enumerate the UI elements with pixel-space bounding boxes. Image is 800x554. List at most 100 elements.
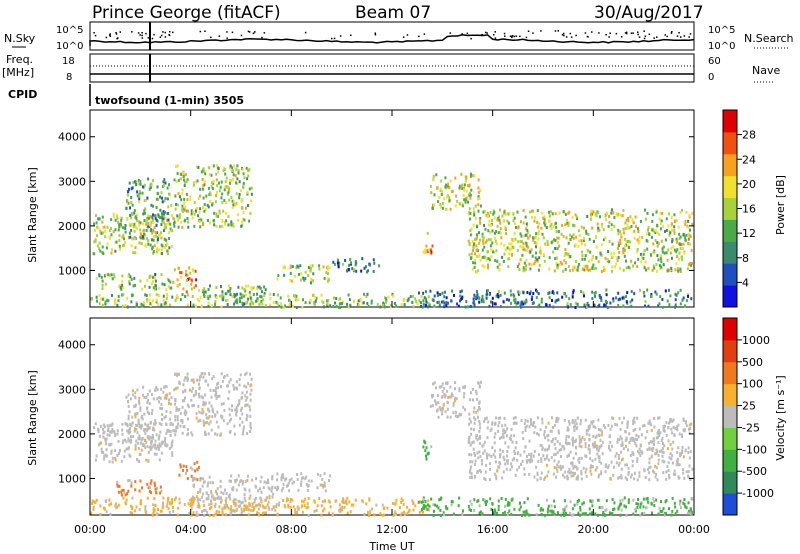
- scatter-cell: [430, 445, 433, 449]
- scatter-cell: [432, 503, 435, 507]
- scatter-cell: [221, 512, 224, 516]
- scatter-cell: [259, 480, 262, 484]
- scatter-cell: [676, 254, 679, 258]
- scatter-cell: [138, 434, 141, 438]
- scatter-cell: [555, 262, 558, 266]
- scatter-cell: [114, 240, 117, 244]
- scatter-cell: [566, 454, 569, 458]
- scatter-cell: [259, 487, 261, 491]
- scatter-cell: [535, 465, 538, 469]
- scatter-cell: [624, 244, 626, 248]
- scatter-cell: [574, 301, 577, 305]
- scatter-cell: [148, 486, 151, 489]
- scatter-cell: [115, 502, 118, 506]
- scatter-cell: [556, 419, 559, 423]
- scatter-cell: [609, 440, 612, 444]
- scatter-cell: [499, 231, 502, 235]
- scatter-cell: [606, 306, 609, 310]
- scatter-cell: [498, 218, 501, 222]
- scatter-cell: [415, 300, 418, 304]
- scatter-cell: [243, 493, 246, 496]
- scatter-cell: [263, 292, 266, 295]
- scatter-cell: [478, 441, 481, 445]
- scatter-cell: [478, 400, 481, 404]
- scatter-cell: [451, 500, 454, 504]
- scatter-cell: [162, 217, 165, 221]
- scatter-cell: [630, 304, 633, 308]
- scatter-cell: [506, 503, 509, 507]
- scatter-cell: [564, 506, 567, 510]
- scatter-cell: [556, 263, 559, 267]
- scatter-cell: [220, 402, 223, 406]
- scatter-cell: [250, 426, 252, 430]
- scatter-cell: [426, 305, 429, 309]
- scatter-cell: [569, 500, 572, 504]
- scatter-cell: [154, 439, 157, 443]
- scatter-cell: [632, 419, 635, 423]
- scatter-cell: [236, 301, 239, 305]
- scatter-cell: [502, 435, 505, 439]
- scatter-cell: [495, 249, 498, 253]
- scatter-cell: [120, 287, 123, 291]
- scatter-cell: [139, 479, 142, 483]
- scatter-cell: [541, 447, 544, 451]
- scatter-cell: [214, 497, 217, 501]
- scatter-cell: [188, 276, 191, 280]
- scatter-cell: [522, 221, 525, 225]
- scatter-cell: [477, 190, 480, 194]
- nsky-label: N.Sky: [4, 32, 36, 45]
- scatter-cell: [105, 454, 108, 458]
- scatter-cell: [328, 266, 331, 270]
- scatter-cell: [113, 275, 116, 279]
- scatter-cell: [425, 454, 428, 458]
- scatter-cell: [467, 212, 470, 216]
- scatter-cell: [639, 454, 642, 457]
- scatter-cell: [228, 187, 231, 191]
- scatter-cell: [263, 511, 266, 515]
- scatter-cell: [526, 224, 529, 228]
- scatter-cell: [170, 286, 173, 290]
- scatter-cell: [646, 247, 649, 251]
- scatter-cell: [268, 496, 271, 500]
- scatter-cell: [686, 267, 689, 271]
- scatter-cell: [167, 428, 170, 432]
- scatter-cell: [147, 459, 150, 462]
- scatter-cell: [626, 463, 628, 467]
- scatter-cell: [347, 305, 350, 309]
- scatter-cell: [157, 215, 160, 218]
- scatter-cell: [623, 231, 625, 235]
- scatter-cell: [344, 259, 347, 262]
- scatter-cell: [505, 232, 508, 236]
- scatter-cell: [381, 503, 384, 507]
- scatter-cell: [135, 303, 138, 306]
- scatter-cell: [260, 475, 263, 479]
- scatter-cell: [168, 392, 171, 396]
- scatter-cell: [376, 302, 379, 306]
- scatter-cell: [307, 514, 310, 518]
- scatter-cell: [213, 223, 216, 227]
- scatter-cell: [414, 297, 417, 301]
- xtick-label: 08:00: [275, 523, 307, 536]
- scatter-cell: [489, 468, 492, 471]
- scatter-cell: [515, 421, 518, 425]
- scatter-cell: [208, 409, 211, 413]
- scatter-cell: [558, 263, 561, 267]
- scatter-cell: [478, 429, 481, 433]
- scatter-cell: [216, 184, 219, 188]
- scatter-cell: [241, 293, 244, 297]
- scatter-cell: [200, 395, 203, 399]
- scatter-cell: [482, 236, 485, 240]
- scatter-cell: [488, 258, 491, 262]
- scatter-cell: [524, 233, 527, 237]
- scatter-cell: [282, 486, 285, 490]
- scatter-cell: [592, 442, 595, 446]
- scatter-cell: [668, 507, 670, 511]
- scatter-cell: [146, 445, 149, 449]
- scatter-cell: [232, 177, 235, 181]
- scatter-cell: [468, 184, 471, 188]
- scatter-cell: [195, 514, 198, 518]
- scatter-cell: [537, 225, 540, 229]
- scatter-cell: [640, 450, 643, 454]
